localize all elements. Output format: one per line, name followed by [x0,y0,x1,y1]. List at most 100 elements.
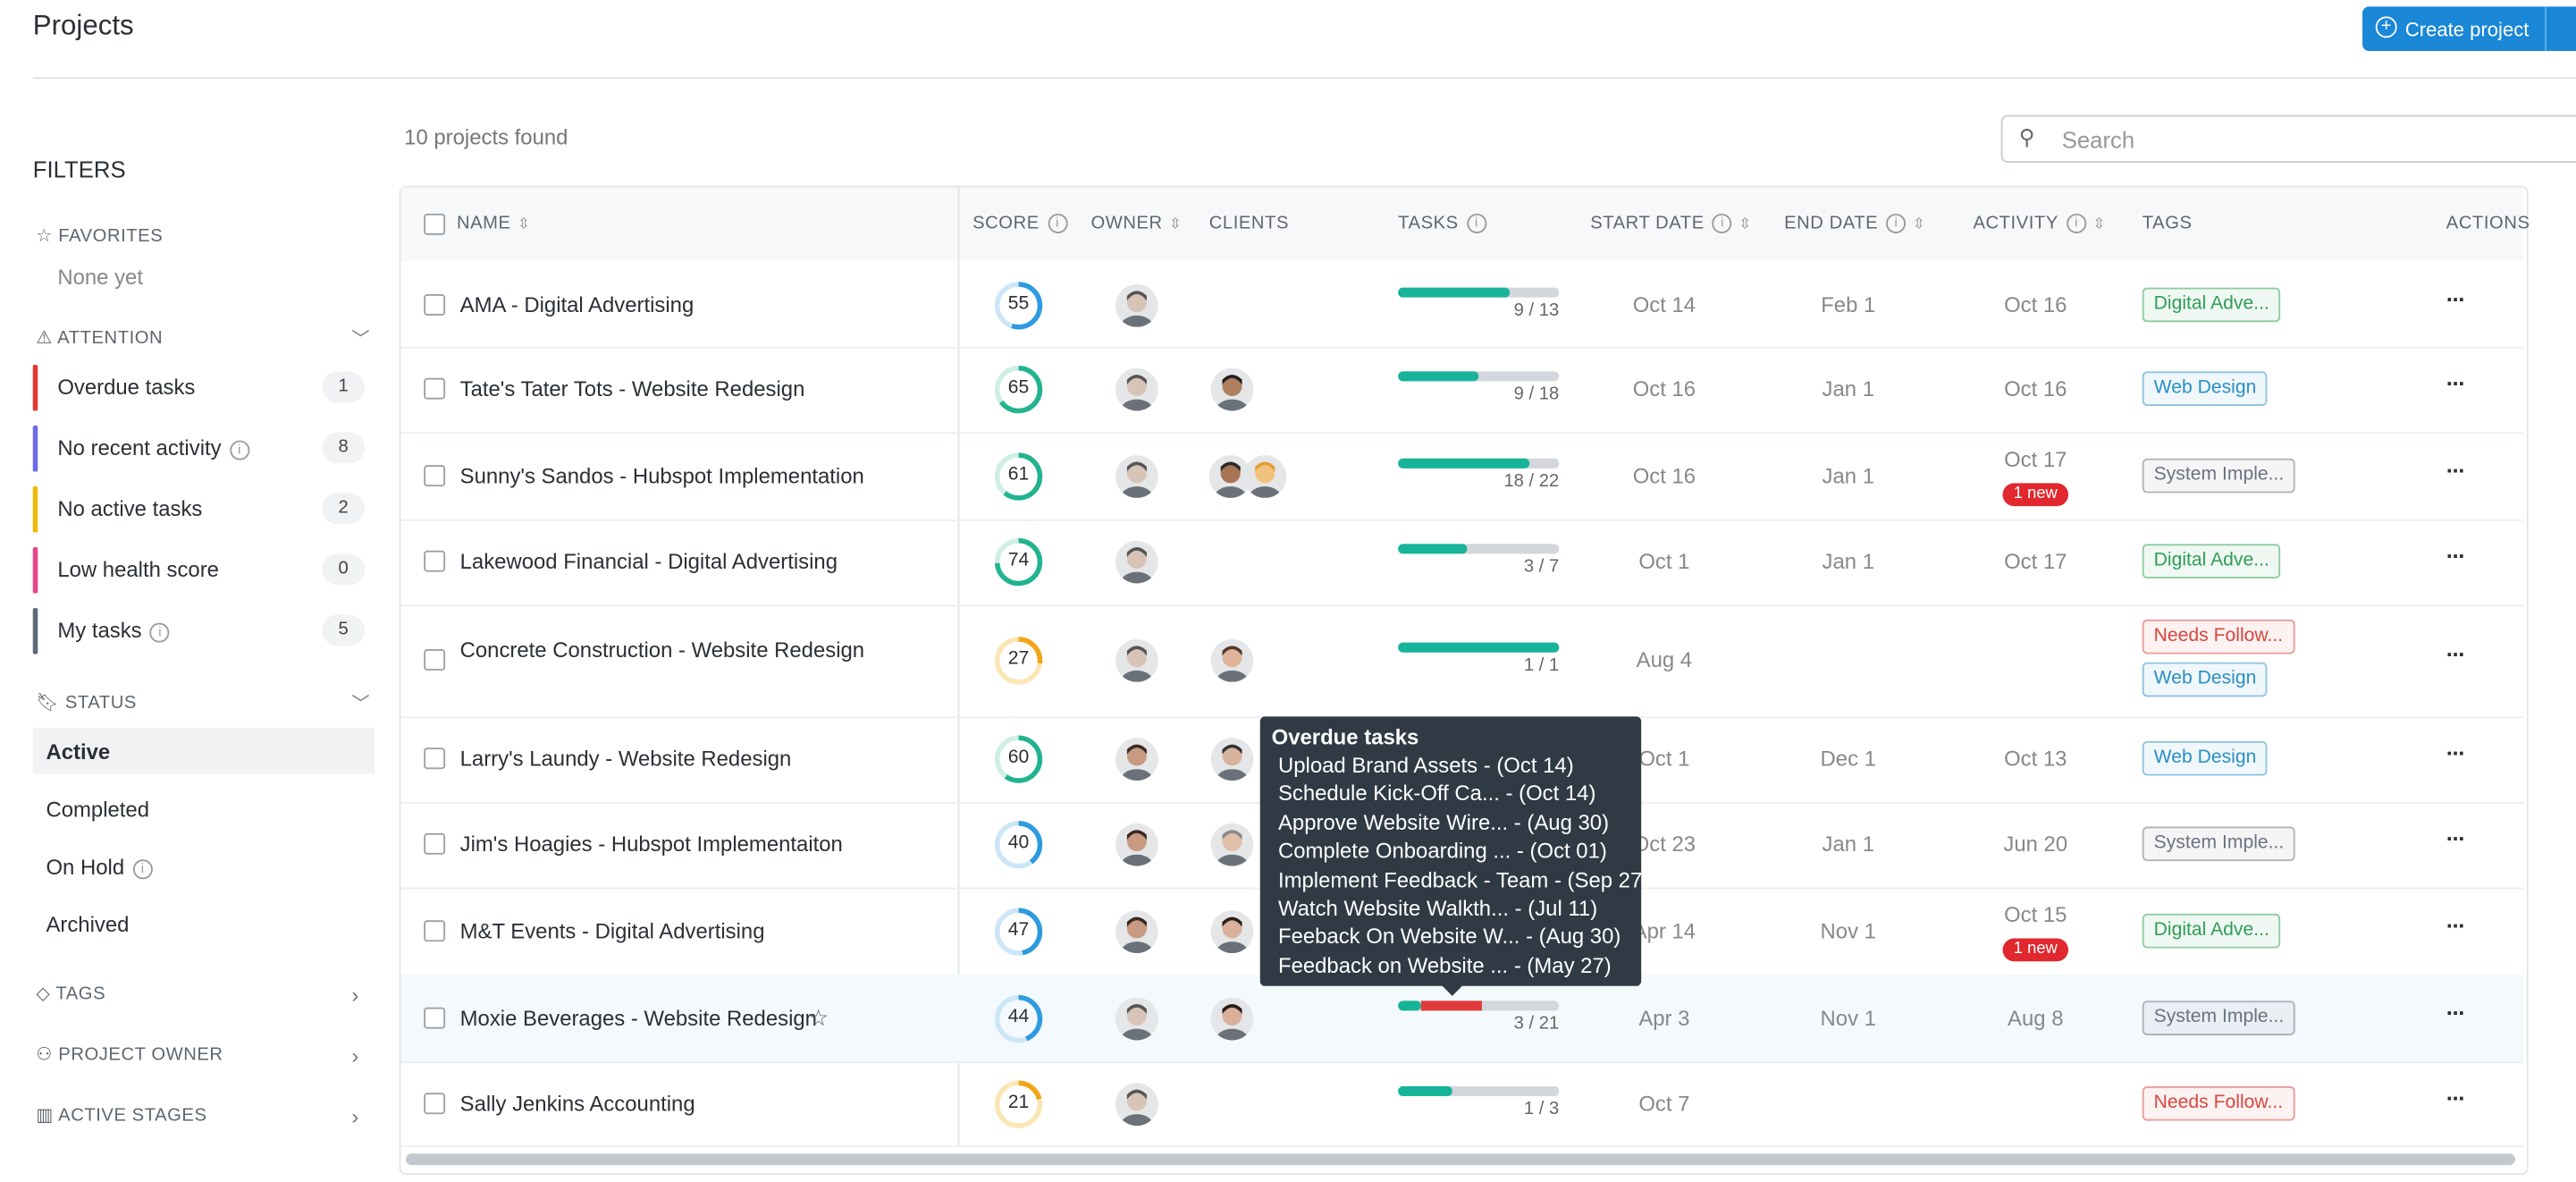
status-item[interactable]: On Hold i [46,855,153,879]
avatar [1115,738,1158,781]
section[interactable]: ◇ TAGS [36,984,106,1005]
row-actions[interactable]: ··· [2446,739,2466,766]
attention-label[interactable]: ⚠ ATTENTION [36,328,164,349]
tooltip-title: Overdue tasks [1271,724,1419,750]
tag[interactable]: Digital Adve... [2142,544,2281,578]
attention-count: 2 [322,493,366,525]
tag[interactable]: Web Design [2142,371,2269,406]
attention-color [32,365,38,411]
attention-item[interactable]: Overdue tasks [57,375,195,400]
status-item[interactable]: Archived [46,912,130,937]
chevron[interactable]: ﹀ [351,330,370,350]
project-name[interactable]: Lakewood Financial - Digital Advertising [459,548,838,574]
row-actions[interactable]: ··· [2446,911,2466,938]
project-name[interactable]: Concrete Construction - Website Redesign [459,637,865,663]
favorite-star[interactable]: ☆ [808,1004,829,1031]
attention-item[interactable]: No active tasks [57,496,202,521]
project-name[interactable]: Tate's Tater Tots - Website Redesign [459,376,805,401]
tooltip-item: Complete Onboarding ... - (Oct 01) [1277,838,1607,864]
row-divider [400,432,2524,435]
sort-icon: ⇳ [1912,215,1926,232]
search-box[interactable]: ⚲ Search [2000,114,2576,163]
avatar [1115,283,1158,326]
project-name[interactable]: Moxie Beverages - Website Redesign [459,1004,817,1030]
row-divider [400,519,2524,521]
tag[interactable]: Web Design [2142,740,2269,776]
tag[interactable]: Digital Adve... [2142,286,2281,322]
label: PROJECT OWNER [58,1044,223,1066]
status-item[interactable]: Completed [46,797,150,823]
table-header [400,187,2524,262]
checkbox[interactable] [424,919,446,941]
project-name[interactable]: Larry's Laundy - Website Redesign [459,746,792,772]
attention-item[interactable]: Low health score [57,557,219,582]
column-header[interactable]: ACTIVITY i ⇳ [1973,214,2105,234]
label: ACTIVE STAGES [58,1105,207,1127]
column-header[interactable]: TASKS i [1398,214,1486,234]
column-header[interactable]: SCORE i [972,214,1068,234]
avatar-face [1120,547,1154,584]
attention-item[interactable]: My tasks i [57,618,170,643]
task-done [1398,457,1530,468]
column-header[interactable]: NAME ⇳ [457,214,530,233]
column-header[interactable]: OWNER ⇳ [1090,214,1182,233]
column-header[interactable]: ACTIONS [2446,214,2530,233]
task-count: 3 / 21 [1513,1013,1560,1034]
column-header[interactable]: END DATE i ⇳ [1784,214,1926,234]
row-actions[interactable]: ··· [2446,456,2466,483]
tooltip-item: Implement Feedback - Team - (Sep 27) [1277,866,1650,892]
label: STATUS [64,693,137,713]
checkbox[interactable] [424,747,446,770]
info-icon: i [2067,214,2087,234]
attention-color [32,426,38,472]
checkbox[interactable] [424,293,446,315]
create-project-button[interactable]: + Create project [2362,6,2576,51]
avatar [1210,996,1254,1040]
project-name[interactable]: AMA - Digital Advertising [459,291,695,317]
start: Apr 14 [1632,917,1696,943]
checkbox[interactable] [424,464,446,486]
label: TAGS [55,984,106,1005]
tag[interactable]: System Imple... [2142,1000,2296,1035]
task-count: 9 / 13 [1513,300,1560,320]
avatar-face [1120,916,1154,953]
tag[interactable]: System Imple... [2142,457,2296,493]
section[interactable]: ▥ ACTIVE STAGES [36,1105,207,1127]
chevron[interactable]: ﹀ [351,695,370,715]
column-header[interactable]: START DATE i ⇳ [1590,214,1752,234]
scrollbar[interactable] [405,1153,2515,1166]
checkbox[interactable] [424,213,446,235]
project-name[interactable]: M&T Events - Digital Advertising [459,917,765,943]
tag[interactable]: System Imple... [2142,826,2296,862]
tag[interactable]: Needs Follow... [2142,1085,2295,1120]
checkbox[interactable] [424,550,446,572]
favorites-label[interactable]: ☆ FAVORITES [36,226,164,247]
column-header[interactable]: TAGS [2142,214,2193,233]
project-name[interactable]: Sunny's Sandos - Hubspot Implementation [459,462,864,487]
attention-item[interactable]: No recent activity i [57,435,249,460]
row-actions[interactable]: ··· [2446,1084,2466,1110]
checkbox[interactable] [424,649,446,671]
tooltip-item: Upload Brand Assets - (Oct 14) [1277,752,1574,778]
status-label[interactable]: 🔖︎ STATUS [36,693,137,713]
section[interactable]: ⚇ PROJECT OWNER [36,1044,223,1066]
row-actions[interactable]: ··· [2446,998,2466,1025]
row-actions[interactable]: ··· [2446,542,2466,569]
checkbox[interactable] [424,377,446,400]
project-name[interactable]: Sally Jenkins Accounting [459,1090,695,1116]
row-actions[interactable]: ··· [2446,824,2466,852]
checkbox[interactable] [424,832,446,855]
status-item[interactable]: Active [46,739,111,764]
tag[interactable]: Web Design [2142,662,2269,697]
row-actions[interactable]: ··· [2446,369,2466,396]
tag[interactable]: Needs Follow... [2142,619,2295,654]
row-actions[interactable]: ··· [2446,284,2466,312]
column-header[interactable]: CLIENTS [1209,214,1289,233]
row-actions[interactable]: ··· [2446,640,2466,668]
checkbox[interactable] [424,1006,446,1028]
tag[interactable]: Digital Adve... [2142,913,2281,948]
attention-count: 1 [322,371,366,403]
project-name[interactable]: Jim's Hoagies - Hubspot Implementaiton [459,832,843,857]
checkbox[interactable] [424,1092,446,1114]
